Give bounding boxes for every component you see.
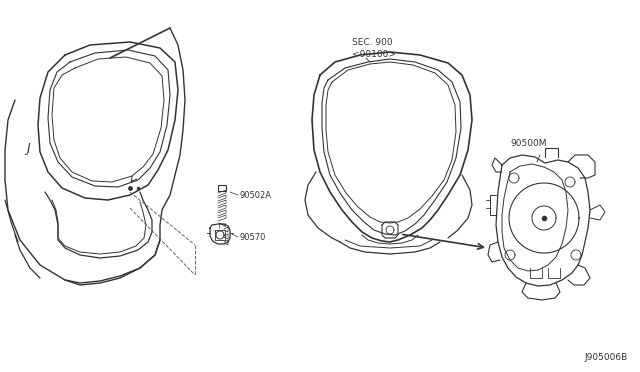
Text: <90100>: <90100> (352, 50, 396, 59)
Text: 90500M: 90500M (510, 139, 547, 148)
Text: SEC. 900: SEC. 900 (352, 38, 392, 47)
Text: 90570: 90570 (240, 232, 266, 241)
Text: 90502A: 90502A (240, 190, 272, 199)
Text: J905006B: J905006B (585, 353, 628, 362)
Text: J: J (26, 141, 30, 154)
